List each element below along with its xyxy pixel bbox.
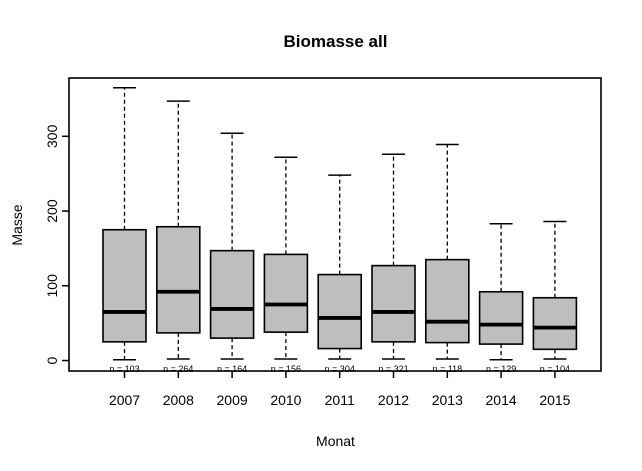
y-tick-label-0: 0 xyxy=(44,356,60,364)
count-label-2012: n = 321 xyxy=(378,364,408,374)
box-2015 xyxy=(532,296,578,351)
chart-title: Biomasse all xyxy=(283,32,388,51)
plot-frame xyxy=(68,77,602,372)
box-2012 xyxy=(371,264,416,343)
count-label-2014: n = 129 xyxy=(486,364,516,374)
box-2008 xyxy=(156,225,201,334)
count-label-2009: n = 164 xyxy=(217,364,247,374)
count-label-2015: n = 104 xyxy=(540,364,570,374)
box-2013 xyxy=(424,258,470,344)
x-tick-label-2013: 2013 xyxy=(432,392,463,408)
count-label-2013: n = 118 xyxy=(432,364,462,374)
count-label-2011: n = 304 xyxy=(325,364,355,374)
x-axis-title: Monat xyxy=(316,433,355,449)
y-tick-label-300: 300 xyxy=(44,124,60,148)
box-2014 xyxy=(478,290,524,345)
box-2011 xyxy=(317,273,363,350)
box-2010 xyxy=(263,253,309,333)
x-tick-label-2010: 2010 xyxy=(270,392,301,408)
box-2007 xyxy=(102,228,147,343)
y-tick-label-100: 100 xyxy=(44,274,60,298)
count-label-2007: n = 103 xyxy=(109,364,139,374)
box-2009 xyxy=(209,249,255,339)
y-tick-label-200: 200 xyxy=(44,199,60,223)
count-label-2008: n = 264 xyxy=(163,364,193,374)
count-label-2010: n = 156 xyxy=(271,364,301,374)
x-tick-label-2009: 2009 xyxy=(217,392,248,408)
x-tick-label-2007: 2007 xyxy=(109,392,140,408)
x-tick-label-2011: 2011 xyxy=(325,392,355,408)
x-tick-label-2014: 2014 xyxy=(486,392,517,408)
x-tick-label-2012: 2012 xyxy=(378,392,409,408)
x-tick-label-2008: 2008 xyxy=(163,392,194,408)
x-tick-label-2015: 2015 xyxy=(539,392,570,408)
